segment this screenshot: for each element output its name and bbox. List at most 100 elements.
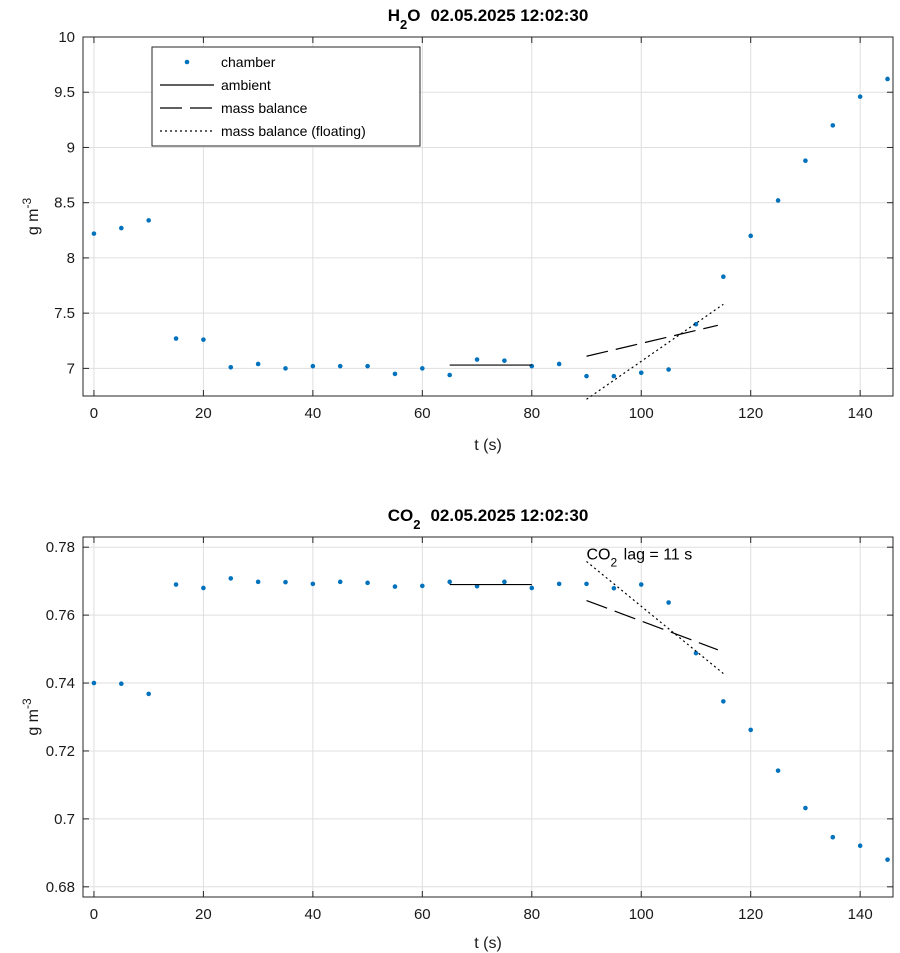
chamber-data-point <box>638 582 644 587</box>
chamber-data-point <box>310 363 316 369</box>
x-tick-label: 0 <box>90 405 98 422</box>
x-tick-label: 80 <box>523 906 540 923</box>
chamber-data-point <box>830 834 836 840</box>
chamber-data-point <box>201 337 206 342</box>
chamber-data-point <box>803 805 808 811</box>
chamber-data-point <box>119 681 124 687</box>
chamber-data-point <box>173 582 179 587</box>
chamber-data-point <box>283 579 288 585</box>
lag-annotation-subscript: 2 <box>611 556 618 570</box>
chamber-data-point <box>693 321 699 327</box>
y-axis-label: g m-3 <box>20 198 42 236</box>
chamber-data-point <box>310 581 316 587</box>
legend-entry-label: chamber <box>221 54 276 70</box>
chamber-data-point <box>91 680 97 686</box>
y-axis-label: g m-3 <box>20 698 42 736</box>
chamber-data-point <box>857 843 863 849</box>
chamber-data-point <box>748 727 754 733</box>
title-species-tail: O <box>407 6 420 25</box>
x-tick-label: 60 <box>414 405 431 422</box>
chamber-data-point <box>748 233 754 239</box>
title-species-subscript: 2 <box>400 17 407 32</box>
chamber-data-point <box>255 579 261 585</box>
y-tick-label: 0.7 <box>54 811 75 828</box>
y-tick-label: 0.78 <box>46 539 75 556</box>
chamber-data-point <box>803 158 808 164</box>
chamber-data-point <box>474 357 480 362</box>
chart-panel-1: 0 20 40 60 80 100 120 140 7 7.5 8 8.5 9 9.5 10 H2O 02.05… <box>20 6 894 454</box>
x-axis-label: t (s) <box>474 437 502 454</box>
y-axis-label-base: g m <box>25 209 42 236</box>
axes-box <box>82 36 894 397</box>
chamber-data-point <box>420 583 425 589</box>
title-datetime: 02.05.2025 12:02:30 <box>430 6 588 25</box>
chamber-data-point <box>228 364 234 370</box>
legend-marker-chamber <box>184 59 190 65</box>
legend-entry-label: ambient <box>221 77 271 93</box>
x-tick-label: 40 <box>305 405 322 422</box>
y-tick-label: 9.5 <box>54 84 75 101</box>
chamber-data-point <box>502 358 507 363</box>
y-axis-label-superscript: -3 <box>20 198 34 209</box>
lag-annotation: CO2 lag = 11 s <box>587 547 693 570</box>
chamber-data-point <box>556 361 562 367</box>
x-tick-label: 20 <box>195 906 212 923</box>
x-tick-label: 140 <box>848 906 873 923</box>
x-tick-label: 140 <box>848 405 873 422</box>
chamber-data-point <box>337 579 343 585</box>
chamber-data-point <box>337 363 343 369</box>
legend-entry-label: mass balance <box>221 100 308 116</box>
lag-annotation-species: CO <box>587 547 611 564</box>
chamber-data-point <box>666 600 671 605</box>
chamber-data-point <box>584 373 589 379</box>
mass-balance-line <box>586 599 719 651</box>
chamber-data-point <box>146 218 151 223</box>
y-axis-label-superscript: -3 <box>20 698 34 709</box>
chamber-data-point <box>119 225 124 231</box>
x-tick-label: 100 <box>629 405 654 422</box>
chamber-data-point <box>447 579 452 585</box>
y-tick-label: 8 <box>67 250 75 267</box>
chamber-data-point <box>529 585 535 591</box>
title-species-subscript: 2 <box>413 517 420 532</box>
x-tick-label: 80 <box>523 405 540 422</box>
chamber-data-point <box>775 768 781 773</box>
chamber-data-point <box>611 373 617 379</box>
x-tick-label: 120 <box>738 906 763 923</box>
chamber-data-point <box>201 585 206 591</box>
chart-panel-2: 0 20 40 60 80 100 120 140 0.68 0.7 0.72 0.74 0.76 0.7… <box>20 506 894 952</box>
chamber-data-point <box>638 370 644 376</box>
y-tick-label: 8.5 <box>54 195 75 212</box>
x-axis-label: t (s) <box>474 935 502 952</box>
chamber-data-point <box>365 580 370 586</box>
x-tick-label: 0 <box>90 906 98 923</box>
title-species-base: CO <box>388 506 414 525</box>
chamber-data-point <box>666 367 671 372</box>
title-datetime: 02.05.2025 12:02:30 <box>430 506 588 525</box>
legend: chamber ambient mass balance mass balance (… <box>151 46 421 147</box>
y-tick-label: 0.68 <box>46 879 75 896</box>
chamber-data-point <box>885 76 890 82</box>
legend-box <box>151 46 421 147</box>
mass-balance-floating--line <box>586 560 724 674</box>
chart-title: CO2 02.05.2025 12:02:30 <box>388 506 589 532</box>
chamber-data-point <box>228 576 234 581</box>
chamber-data-point <box>420 366 425 371</box>
y-tick-label: 7 <box>67 360 75 377</box>
chamber-data-point <box>857 94 863 99</box>
chamber-data-point <box>721 274 726 280</box>
y-axis-label-base: g m <box>25 709 42 736</box>
x-tick-label: 20 <box>195 405 212 422</box>
chamber-data-point <box>255 361 261 367</box>
chamber-data-point <box>556 581 562 587</box>
chamber-data-point <box>91 231 97 236</box>
mass-balance-line <box>586 324 719 357</box>
chamber-data-point <box>502 579 507 585</box>
chamber-data-point <box>365 363 370 369</box>
chamber-data-point <box>283 366 288 371</box>
y-tick-label: 0.72 <box>46 743 75 760</box>
chamber-data-point <box>584 581 589 587</box>
x-tick-label: 40 <box>305 906 322 923</box>
chamber-data-point <box>146 691 151 697</box>
chamber-data-point <box>885 857 890 862</box>
